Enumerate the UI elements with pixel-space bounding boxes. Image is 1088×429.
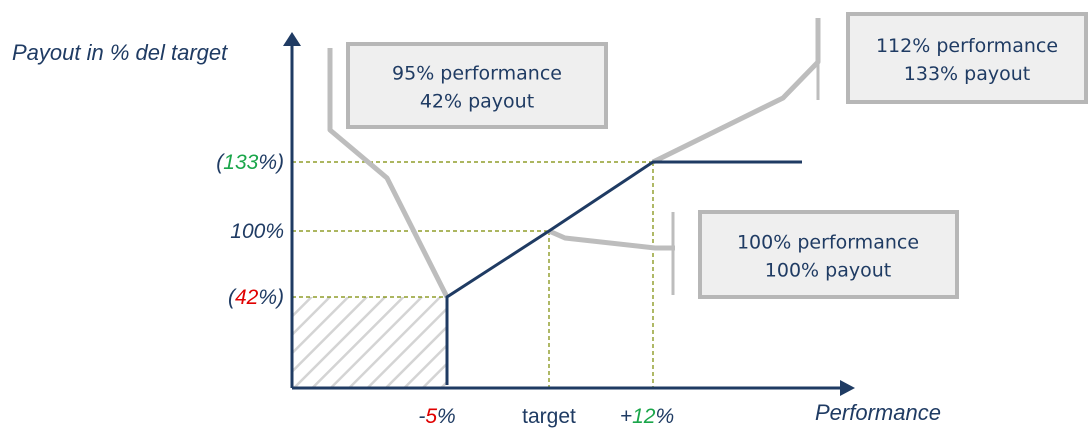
y-axis-label: Payout in % del target — [12, 40, 228, 65]
shaded-region — [292, 297, 447, 388]
callout-text-1-0: 112% performance — [876, 35, 1058, 57]
callout-text-0-1: 42% payout — [420, 91, 534, 113]
leader-2 — [547, 228, 675, 251]
series-lines — [445, 160, 802, 385]
guide-lines — [292, 161, 654, 388]
x-axis-label: Performance — [815, 400, 941, 425]
y-axis-arrow-icon — [283, 32, 301, 46]
tick-labels: (133%) 100% (42%) -5% target +12% — [216, 151, 674, 428]
y-tick-label-42: (42%) — [228, 286, 284, 309]
callout-text-1-1: 133% payout — [904, 63, 1030, 85]
hatched-area — [292, 297, 447, 388]
leader-1 — [651, 18, 821, 165]
callout-text-2-0: 100% performance — [737, 232, 919, 254]
y-tick-label-100: 100% — [230, 220, 284, 243]
x-axis-arrow-icon — [840, 380, 855, 396]
callout-boxes: 95% performance 42% payout 112% performanc… — [346, 12, 1088, 299]
callout-text-2-1: 100% payout — [765, 260, 891, 282]
x-tick-label-112: +12% — [620, 405, 674, 428]
callout-box-1 — [846, 12, 1088, 104]
callout-leaders — [327, 18, 821, 299]
callout-box-0 — [346, 42, 608, 129]
payout-line — [445, 160, 802, 385]
callout-box-2 — [698, 210, 959, 299]
x-tick-label-100: target — [522, 405, 576, 428]
callout-text-0-0: 95% performance — [392, 63, 562, 85]
y-tick-label-133: (133%) — [216, 151, 284, 174]
axes — [283, 32, 855, 396]
x-tick-label-95: -5% — [418, 405, 455, 428]
